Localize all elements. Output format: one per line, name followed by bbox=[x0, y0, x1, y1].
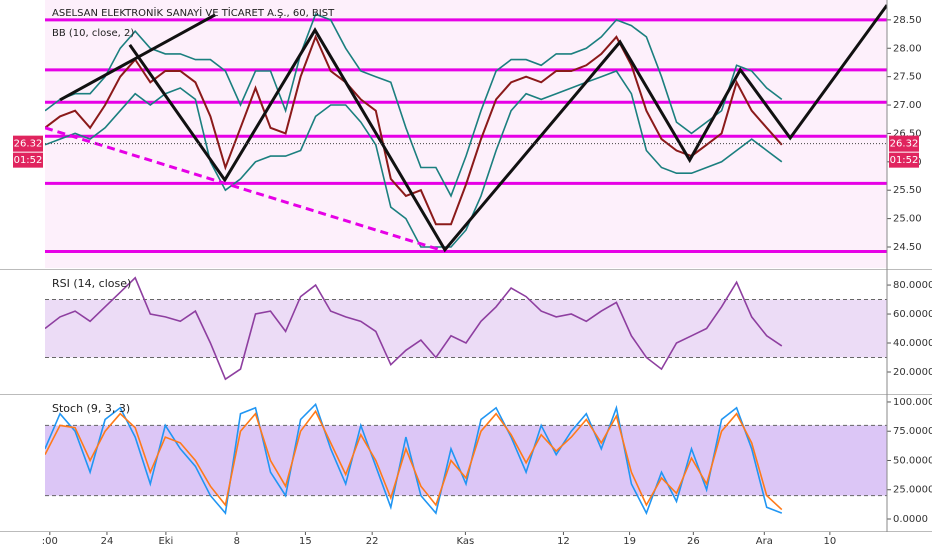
x-tick-label: 24 bbox=[101, 536, 114, 547]
y-tick-label: 28.00 bbox=[893, 43, 922, 54]
x-tick-label: 22 bbox=[366, 536, 379, 547]
y-tick-label: 25.00 bbox=[893, 214, 922, 225]
y-tick-label: 40.0000 bbox=[893, 338, 932, 349]
series-line bbox=[45, 276, 783, 381]
y-tick-label: 27.50 bbox=[893, 72, 922, 83]
x-tick-label: 15 bbox=[299, 536, 312, 547]
y-tick-label: 28.50 bbox=[893, 15, 922, 26]
x-tick-label: 12 bbox=[557, 536, 570, 547]
y-tick-label: 100.0000 bbox=[893, 397, 932, 408]
series-line bbox=[45, 34, 783, 226]
x-tick-label: 10 bbox=[823, 536, 836, 547]
x-tick-label: Ara bbox=[756, 536, 773, 547]
band-fill bbox=[45, 299, 887, 358]
y-tick-label: 50.0000 bbox=[893, 455, 932, 466]
series-line bbox=[45, 13, 783, 198]
indicator-label: BB (10, close, 2) bbox=[52, 28, 134, 39]
x-tick-label: 19 bbox=[623, 536, 636, 547]
x-tick-label: 8 bbox=[234, 536, 240, 547]
y-tick-label: 20.0000 bbox=[893, 367, 932, 378]
series-line bbox=[45, 70, 783, 248]
y-tick-label: 80.0000 bbox=[893, 280, 932, 291]
pane-title: RSI (14, close) bbox=[52, 277, 131, 290]
price-badge bbox=[13, 135, 43, 152]
timer-label: 01:52 bbox=[890, 155, 919, 166]
x-tick-label: Kas bbox=[457, 536, 475, 547]
x-tick-label: Eki bbox=[158, 536, 173, 547]
x-tick-label: 26 bbox=[687, 536, 700, 547]
y-tick-label: 60.0000 bbox=[893, 309, 932, 320]
price-label: 26.32 bbox=[14, 139, 43, 150]
y-tick-label: 24.50 bbox=[893, 242, 922, 253]
series-line bbox=[45, 409, 783, 511]
y-tick-label: 0.0000 bbox=[893, 514, 928, 525]
y-tick-label: 27.00 bbox=[893, 100, 922, 111]
price-label: 26.32 bbox=[890, 139, 919, 150]
y-tick-label: 75.0000 bbox=[893, 426, 932, 437]
y-tick-label: 25.50 bbox=[893, 185, 922, 196]
y-tick-label: 26.50 bbox=[893, 128, 922, 139]
x-tick-label: :00 bbox=[42, 536, 58, 547]
y-tick-label: 25.0000 bbox=[893, 485, 932, 496]
timer-label: 01:52 bbox=[14, 155, 43, 166]
trend-line bbox=[128, 4, 887, 253]
pane-title: Stoch (9, 3, 3) bbox=[52, 402, 130, 415]
trend-line bbox=[45, 126, 441, 252]
price-badge bbox=[889, 135, 919, 152]
timer-badge bbox=[889, 152, 919, 168]
timer-badge bbox=[13, 152, 43, 168]
pane-title: ASELSAN ELEKTRONİK SANAYİ VE TİCARET A.Ş… bbox=[52, 6, 335, 19]
